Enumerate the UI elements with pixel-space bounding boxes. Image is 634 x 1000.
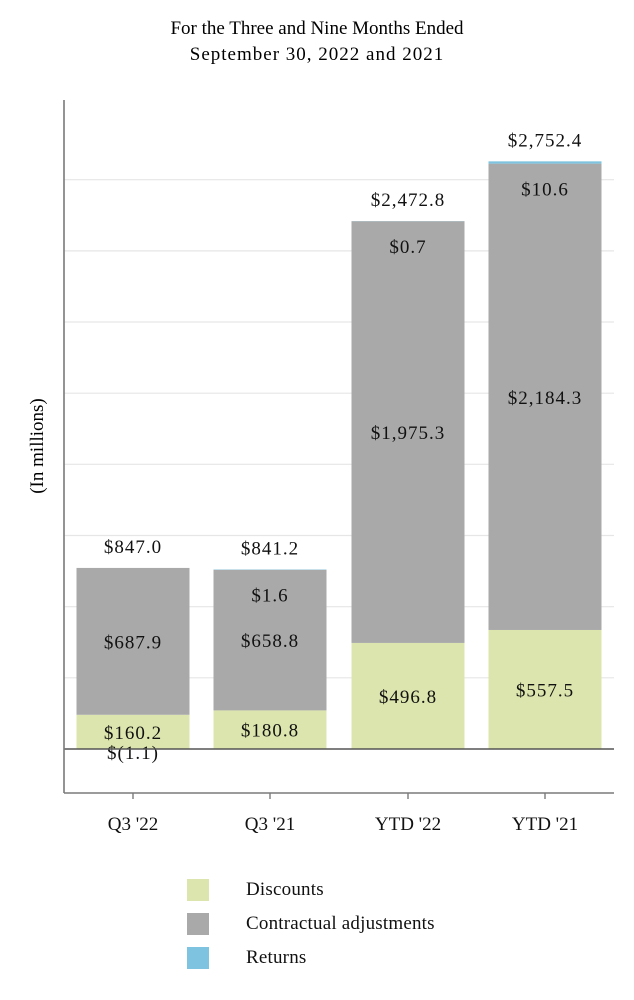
legend-label-discounts: Discounts: [246, 879, 324, 900]
x-tick-label: YTD '22: [375, 814, 441, 835]
chart-title-line-1: For the Three and Nine Months Ended: [170, 18, 464, 39]
bar-segment-discounts: [351, 642, 465, 749]
legend-label-contractual-adjustments: Contractual adjustments: [246, 913, 435, 934]
data-label-total: $841.2: [241, 538, 299, 559]
x-tick-label: Q3 '21: [245, 814, 295, 835]
y-axis-label: (In millions): [27, 398, 48, 494]
data-label-total: $847.0: [104, 537, 162, 558]
bar-segment-returns: [488, 161, 602, 164]
legend-swatch-returns: [187, 947, 209, 969]
legend-item-discounts: Discounts: [187, 873, 517, 907]
x-tick-label: Q3 '22: [108, 814, 158, 835]
data-label-discounts: $557.5: [516, 680, 574, 701]
bar-segment-discounts: [488, 629, 602, 749]
bar-segment-contractual-adjustments: [488, 163, 602, 630]
data-label-returns: $(1.1): [107, 743, 159, 764]
data-label-contractual-adjustments: $687.9: [104, 632, 162, 653]
data-label-returns: $1.6: [251, 586, 288, 607]
data-label-contractual-adjustments: $2,184.3: [508, 388, 583, 409]
bar-segment-contractual-adjustments: [213, 569, 327, 711]
bar-segment-discounts: [213, 710, 327, 749]
data-label-returns: $0.7: [389, 237, 426, 258]
legend-item-contractual-adjustments: Contractual adjustments: [187, 907, 517, 941]
labels-layer: $160.2 $687.9 $(1.1) $847.0 $180.8 $658.8 $1.6…: [104, 130, 583, 764]
chart-svg: $160.2 $687.9 $(1.1) $847.0 $180.8 $658.8 $1.6…: [27, 18, 614, 835]
legend-label-returns: Returns: [246, 947, 307, 968]
data-label-total: $2,472.8: [371, 190, 446, 211]
x-tick-label: YTD '21: [512, 814, 578, 835]
data-label-discounts: $160.2: [104, 723, 162, 744]
bar-segment-discounts: [76, 714, 190, 749]
data-label-discounts: $496.8: [379, 687, 437, 708]
bars-layer: [76, 161, 602, 750]
data-label-returns: $10.6: [521, 180, 569, 201]
bar-segment-contractual-adjustments: [351, 221, 465, 643]
legend-swatch-contractual-adjustments: [187, 913, 209, 935]
chart-title-line-2: September 30, 2022 and 2021: [190, 44, 444, 65]
data-label-discounts: $180.8: [241, 721, 299, 742]
legend-item-returns: Returns: [187, 941, 517, 975]
data-label-total: $2,752.4: [508, 130, 583, 151]
data-label-contractual-adjustments: $1,975.3: [371, 423, 446, 444]
axes-layer: Q3 '22 Q3 '21 YTD '22 YTD '21: [63, 100, 614, 835]
bar-segment-contractual-adjustments: [76, 567, 190, 715]
legend-swatch-discounts: [187, 879, 209, 901]
legend: Discounts Contractual adjustments Return…: [187, 873, 517, 975]
data-label-contractual-adjustments: $658.8: [241, 631, 299, 652]
